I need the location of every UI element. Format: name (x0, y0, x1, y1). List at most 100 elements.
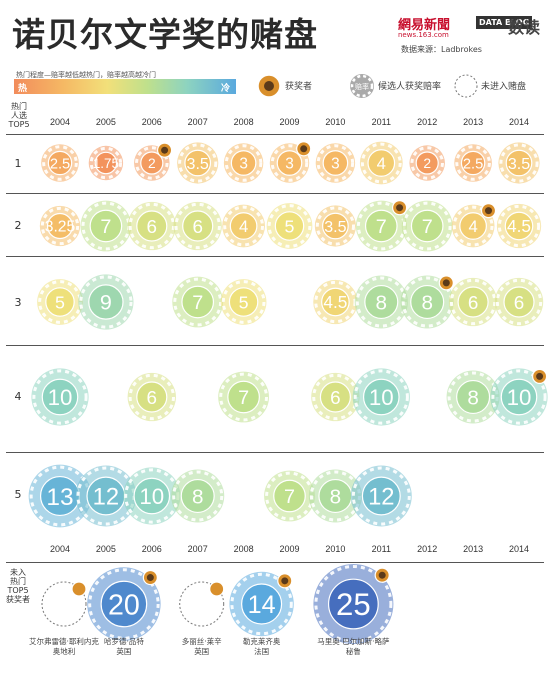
legend-not-listed-label: 未进入赌盘 (481, 80, 526, 92)
winner-country-label: 秘鲁 (346, 646, 361, 656)
year-tick-label: 2012 (417, 544, 437, 554)
winner-medal-icon (264, 81, 274, 91)
winner-medal-icon (378, 571, 386, 579)
odds-label: 5 (239, 292, 249, 312)
odds-label: 4 (239, 217, 248, 236)
chip-inner (180, 478, 215, 514)
chip-stripes (88, 568, 160, 640)
winner-medal-icon (281, 577, 289, 585)
odds-label: 25 (336, 587, 371, 622)
odds-label: 6 (468, 292, 479, 313)
chip-stripes (360, 142, 402, 184)
row-header-line: TOP5 (8, 120, 30, 129)
chip-stripes (221, 280, 266, 324)
datablog-logo: DATA BLOG (476, 16, 533, 29)
odds-chip: 10 (31, 368, 89, 426)
chip-stripes (314, 565, 393, 643)
bottom-header-line: 未入 (10, 568, 26, 577)
chip-inner (322, 212, 349, 240)
odds-chip: 6 (127, 201, 176, 251)
year-tick-label: 2012 (417, 117, 437, 127)
divider (6, 256, 544, 257)
odds-chip: 3.5 (314, 205, 356, 247)
odds-label: 7 (100, 216, 111, 238)
winner-outside-chip: 14 (229, 571, 294, 637)
chip-inner (460, 150, 486, 176)
odds-label: 6 (147, 387, 158, 408)
legend-cold-label: 冷 (220, 84, 230, 94)
chip-stripes (495, 278, 543, 326)
chip-stripes (89, 146, 123, 180)
chip-inner (276, 150, 303, 176)
winner-medal-icon (536, 372, 544, 380)
odds-chip: 6 (494, 277, 544, 327)
chip-stripes (353, 369, 409, 425)
odds-label: 3 (285, 156, 294, 173)
chip-inner (504, 211, 534, 241)
chip-inner (227, 380, 260, 414)
year-tick-label: 2009 (279, 544, 299, 554)
odds-label: 3 (331, 156, 340, 173)
odds-label: 4.5 (507, 216, 531, 236)
year-tick-label: 2006 (142, 544, 162, 554)
odds-chip: 13 (28, 464, 92, 528)
row-header-line: 热门 (11, 102, 27, 111)
odds-chip: 3 (269, 141, 312, 183)
odds-label: 5 (55, 292, 65, 312)
odds-chip: 8 (446, 370, 500, 424)
odds-chip: 6 (311, 372, 360, 422)
odds-chip: 1.75 (88, 145, 124, 181)
odds-chip: 4.5 (496, 203, 542, 249)
odds-label: 8 (330, 485, 342, 508)
year-tick-label: 2004 (50, 544, 70, 554)
year-tick-label: 2007 (188, 117, 208, 127)
odds-chip: 4 (451, 202, 497, 248)
row-label-1: 1 (14, 157, 22, 170)
odds-chip: 8 (400, 275, 454, 329)
chip-stripes (270, 144, 309, 182)
chip-inner (361, 476, 401, 516)
chip-stripes (410, 146, 444, 180)
legend-color-scale: 热 冷 (14, 79, 236, 94)
odds-label: 13 (46, 484, 73, 511)
odds-label: 8 (467, 386, 479, 409)
year-tick-label: 2005 (96, 544, 116, 554)
chip-stripes (79, 275, 133, 329)
winner-outside-chip: 25 (313, 564, 394, 644)
unlisted-winner-chip (41, 581, 87, 627)
odds-label: 2.5 (463, 156, 483, 172)
year-tick-label: 2011 (372, 117, 391, 127)
odds-chip: 4.5 (313, 279, 358, 325)
shudu-logo: 数读 (508, 18, 541, 37)
year-tick-label: 2014 (509, 117, 529, 127)
winner-medal-icon (485, 207, 493, 215)
chip-inner (456, 379, 491, 415)
odds-chip: 2 (409, 145, 445, 181)
chip-stripes (174, 202, 221, 250)
row-label-4: 4 (14, 390, 22, 403)
chip-inner (136, 210, 168, 242)
winner-medal-icon (300, 145, 308, 153)
legend-winner (257, 74, 281, 98)
odds-label: 6 (330, 387, 341, 408)
legend-scale-label: 热门程度—赔率越低越热门，赔率越高越冷门 (16, 71, 156, 79)
odds-chip: 6 (127, 372, 176, 422)
legend-odds-label: 候选人获奖赔率 (378, 80, 441, 92)
odds-label: 20 (108, 589, 140, 621)
odds-chip: 3 (315, 143, 356, 183)
odds-chip: 3.5 (177, 142, 219, 184)
legend-odds: 赔率 (350, 74, 374, 98)
chip-inner (410, 284, 445, 320)
chip-inner (89, 209, 123, 243)
year-tick-label: 2007 (188, 544, 208, 554)
chip-stripes (42, 145, 78, 181)
legend-odds-sample: 赔率 (355, 82, 369, 91)
odds-label: 6 (192, 216, 203, 237)
odds-label: 3.5 (508, 155, 530, 173)
chip-inner (503, 286, 535, 318)
chip-stripes (315, 206, 355, 246)
winner-country-label: 英国 (194, 646, 209, 656)
winner-badge-icon (209, 581, 225, 597)
chip-inner (45, 287, 75, 317)
odds-label: 5 (285, 216, 295, 236)
